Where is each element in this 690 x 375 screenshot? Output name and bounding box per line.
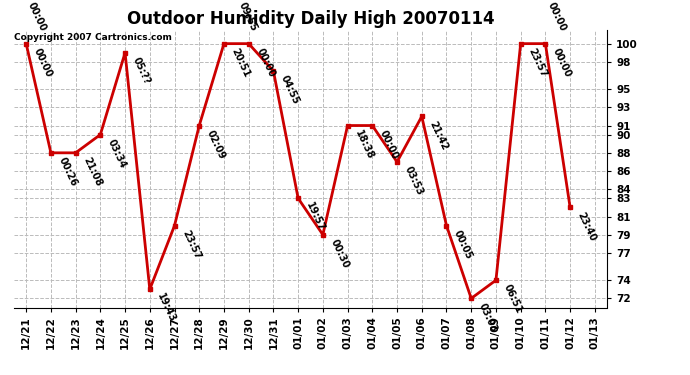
Text: 02:09: 02:09 <box>205 128 227 160</box>
Text: 06:51: 06:51 <box>502 283 524 315</box>
Text: 18:38: 18:38 <box>353 128 375 161</box>
Text: Copyright 2007 Cartronics.com: Copyright 2007 Cartronics.com <box>14 33 173 42</box>
Text: 04:55: 04:55 <box>279 74 301 106</box>
Text: 00:00: 00:00 <box>551 46 573 79</box>
Text: 00:00: 00:00 <box>254 46 277 79</box>
Text: 03:34: 03:34 <box>106 137 128 170</box>
Text: 00:26: 00:26 <box>57 156 79 188</box>
Text: 00:30: 00:30 <box>328 237 351 270</box>
Text: 20:51: 20:51 <box>230 46 252 79</box>
Text: 19:57: 19:57 <box>304 201 326 233</box>
Text: 03:53: 03:53 <box>402 165 425 197</box>
Text: 00:05: 00:05 <box>452 228 474 261</box>
Text: 00:00: 00:00 <box>378 128 400 160</box>
Text: 23:57: 23:57 <box>180 228 202 261</box>
Text: 00:00: 00:00 <box>545 0 568 33</box>
Text: 00:00: 00:00 <box>32 46 54 79</box>
Text: 21:42: 21:42 <box>427 119 449 152</box>
Text: 19:43: 19:43 <box>155 292 177 324</box>
Text: 23:57: 23:57 <box>526 46 549 79</box>
Text: 09:55: 09:55 <box>236 0 259 33</box>
Text: 03:03: 03:03 <box>477 301 499 333</box>
Text: 00:00: 00:00 <box>26 0 48 33</box>
Text: 21:08: 21:08 <box>81 156 104 188</box>
Title: Outdoor Humidity Daily High 20070114: Outdoor Humidity Daily High 20070114 <box>127 10 494 28</box>
Text: 05:??: 05:?? <box>130 56 152 86</box>
Text: 23:40: 23:40 <box>575 210 598 243</box>
